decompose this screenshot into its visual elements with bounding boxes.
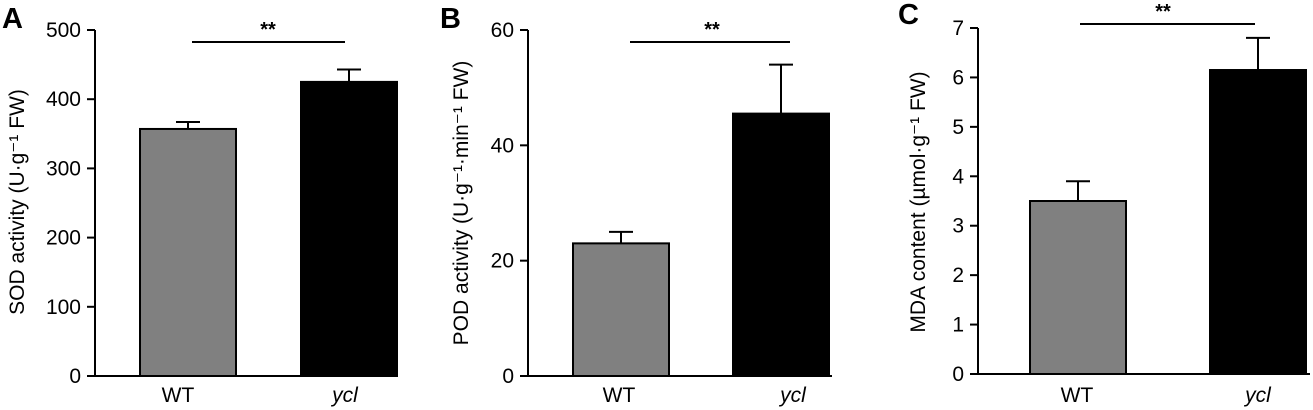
y-tick-label: 400 [46,88,81,111]
bar-ycl [732,112,830,377]
bars [1029,36,1307,375]
y-tick-label: 0 [69,365,81,388]
y-axis-ticks: 0 20 40 60 [491,19,528,388]
significance-label: ** [704,19,720,41]
x-tick-label-ycl: ycl [330,384,359,407]
bars [139,68,398,378]
y-tick-label: 200 [46,227,81,250]
panel-b: B POD activity (U·g⁻¹·min⁻¹ FW) 0204060 … [440,3,832,407]
y-tick-label: 500 [46,19,81,42]
y-axis-label: POD activity (U·g⁻¹·min⁻¹ FW) [450,61,473,346]
y-tick-label: 2 [952,264,964,287]
panel-letter: A [2,3,23,35]
y-tick-label: 1 [952,314,964,337]
significance-label: ** [1155,1,1171,23]
y-tick-label: 6 [952,66,964,89]
y-tick-label: 7 [952,17,964,40]
bars [572,63,830,377]
x-tick-label-ycl: ycl [778,384,807,407]
y-tick-label: 60 [491,19,514,42]
y-axis-label: MDA content (µmol·g⁻¹ FW) [907,71,930,332]
y-tick-label: 4 [952,165,964,188]
panel-a: A SOD activity (U·g⁻¹ FW) 0 100 200 300 400 5… [2,3,398,407]
x-tick-label-wt: WT [1061,384,1094,407]
y-tick-label: 40 [491,134,514,157]
y-axis-ticks: 0 100 200 300 400 500 [46,19,95,388]
y-tick-label: 0 [952,363,964,386]
x-tick-label-ycl: ycl [1243,384,1272,407]
bar-ycl [300,80,398,378]
y-tick-label: 300 [46,157,81,180]
bar-wt [139,127,237,377]
y-axis-label: SOD activity (U·g⁻¹ FW) [6,89,29,315]
y-tick-label: 3 [952,215,964,238]
y-axis-ticks: 0 1 2 3 4 5 6 7 [952,17,978,386]
y-tick-label: 5 [952,116,964,139]
x-tick-label-wt: WT [603,384,636,407]
bar-ycl [1209,69,1307,375]
y-tick-label: 100 [46,296,81,319]
panel-letter: B [440,3,461,35]
y-tick-label: 0 [502,365,514,388]
bar-wt [1029,200,1127,375]
y-tick-label: 20 [491,250,514,273]
x-tick-label-wt: WT [162,384,195,407]
significance-label: ** [260,19,276,41]
bar-wt [572,242,670,377]
panel-letter: C [898,0,919,31]
